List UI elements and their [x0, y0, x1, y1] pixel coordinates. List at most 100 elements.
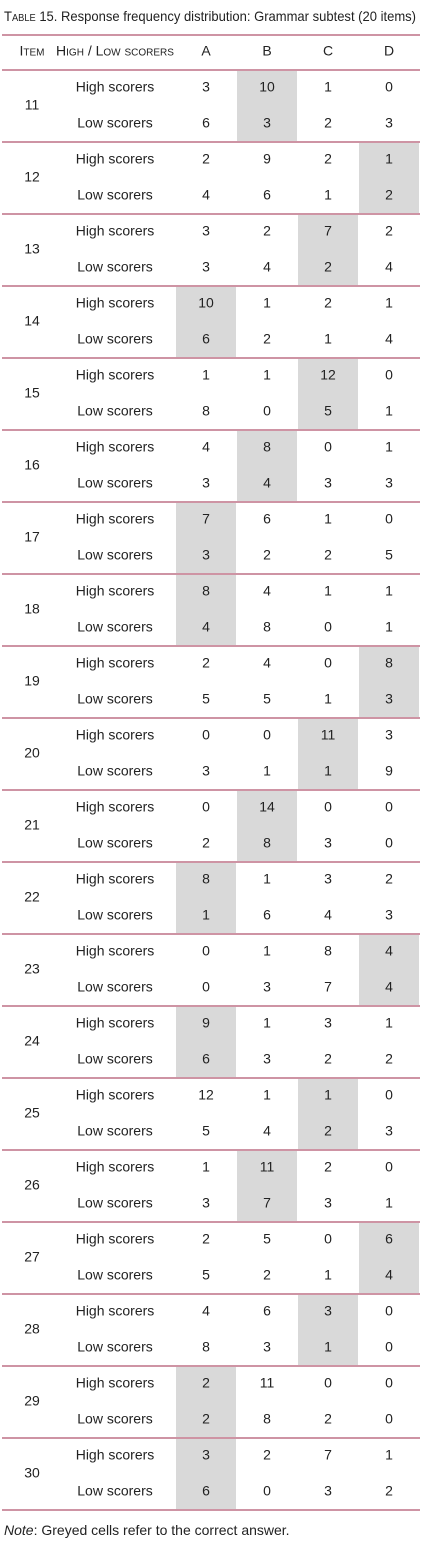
- count-cell: 3: [385, 727, 393, 743]
- correct-answer-shade: [176, 1367, 236, 1437]
- count-cell: 6: [202, 331, 210, 347]
- count-cell: 4: [385, 979, 393, 995]
- count-cell: 3: [202, 223, 210, 239]
- count-cell: 0: [385, 1159, 393, 1175]
- count-cell: 1: [385, 403, 393, 419]
- count-cell: 8: [263, 619, 271, 635]
- count-cell: 11: [260, 1375, 275, 1391]
- count-cell: 14: [259, 799, 275, 815]
- group-label: High scorers: [76, 1303, 155, 1319]
- count-cell: 0: [263, 727, 271, 743]
- count-cell: 2: [202, 1411, 210, 1427]
- group-label: Low scorers: [77, 1267, 152, 1283]
- count-cell: 3: [385, 691, 393, 707]
- count-cell: 1: [324, 1267, 332, 1283]
- correct-answer-shade: [298, 215, 358, 285]
- item-number: 30: [24, 1465, 40, 1481]
- table-note: Note: Greyed cells refer to the correct …: [4, 1522, 290, 1538]
- group-label: High scorers: [76, 367, 155, 383]
- column-header: B: [262, 43, 271, 59]
- group-label: High scorers: [76, 1159, 155, 1175]
- count-cell: 8: [202, 583, 210, 599]
- correct-answer-shade: [176, 575, 236, 645]
- count-cell: 0: [202, 943, 210, 959]
- column-header: D: [384, 43, 394, 59]
- count-cell: 6: [263, 1303, 271, 1319]
- count-cell: 0: [324, 1231, 332, 1247]
- count-cell: 3: [263, 115, 271, 131]
- column-header: High / Low scorers: [56, 43, 174, 59]
- count-cell: 8: [324, 943, 332, 959]
- note-label: Note: [4, 1522, 34, 1538]
- count-cell: 7: [202, 511, 210, 527]
- count-cell: 2: [324, 1159, 332, 1175]
- item-number: 17: [24, 529, 40, 545]
- count-cell: 1: [385, 1195, 393, 1211]
- correct-answer-shade: [298, 719, 358, 789]
- count-cell: 6: [263, 907, 271, 923]
- count-cell: 5: [202, 1267, 210, 1283]
- correct-answer-shade: [176, 863, 236, 933]
- count-cell: 4: [263, 1123, 271, 1139]
- count-cell: 0: [202, 727, 210, 743]
- count-cell: 1: [385, 583, 393, 599]
- item-number: 19: [24, 673, 40, 689]
- count-cell: 3: [202, 1447, 210, 1463]
- count-cell: 3: [263, 1051, 271, 1067]
- count-cell: 1: [263, 763, 271, 779]
- group-label: High scorers: [76, 439, 155, 455]
- count-cell: 2: [324, 295, 332, 311]
- correct-answer-shade: [298, 1295, 358, 1365]
- item-number: 15: [24, 385, 40, 401]
- count-cell: 6: [263, 511, 271, 527]
- count-cell: 3: [385, 907, 393, 923]
- count-cell: 3: [263, 1339, 271, 1355]
- item-number: 27: [24, 1249, 40, 1265]
- item-number: 23: [24, 961, 40, 977]
- group-label: Low scorers: [77, 1483, 152, 1499]
- count-cell: 1: [263, 871, 271, 887]
- count-cell: 5: [202, 1123, 210, 1139]
- correct-answer-shade: [237, 431, 297, 501]
- count-cell: 4: [202, 187, 210, 203]
- count-cell: 4: [324, 907, 332, 923]
- count-cell: 1: [324, 691, 332, 707]
- count-cell: 2: [202, 1231, 210, 1247]
- count-cell: 0: [324, 619, 332, 635]
- count-cell: 2: [263, 1267, 271, 1283]
- count-cell: 7: [324, 223, 332, 239]
- count-cell: 2: [202, 1375, 210, 1391]
- note-text: : Greyed cells refer to the correct answ…: [34, 1522, 290, 1538]
- count-cell: 0: [324, 799, 332, 815]
- group-label: High scorers: [76, 295, 155, 311]
- count-cell: 0: [385, 1303, 393, 1319]
- group-label: Low scorers: [77, 259, 152, 275]
- group-label: High scorers: [76, 871, 155, 887]
- count-cell: 2: [324, 259, 332, 275]
- group-label: Low scorers: [77, 979, 152, 995]
- title-label: Table 15.: [4, 8, 57, 24]
- group-label: Low scorers: [77, 1411, 152, 1427]
- item-number: 20: [24, 745, 40, 761]
- column-header: C: [323, 43, 333, 59]
- item-number: 25: [24, 1105, 40, 1121]
- count-cell: 4: [263, 655, 271, 671]
- correct-answer-shade: [176, 503, 236, 573]
- count-cell: 5: [385, 547, 393, 563]
- count-cell: 1: [324, 1087, 332, 1103]
- group-label: High scorers: [76, 583, 155, 599]
- count-cell: 4: [263, 259, 271, 275]
- item-number: 29: [24, 1393, 40, 1409]
- count-cell: 8: [263, 1411, 271, 1427]
- count-cell: 6: [202, 1483, 210, 1499]
- count-cell: 0: [385, 1375, 393, 1391]
- item-number: 21: [24, 817, 40, 833]
- count-cell: 1: [324, 763, 332, 779]
- count-cell: 5: [263, 1231, 271, 1247]
- count-cell: 2: [385, 187, 393, 203]
- count-cell: 11: [260, 1159, 275, 1175]
- count-cell: 4: [202, 439, 210, 455]
- count-cell: 3: [202, 259, 210, 275]
- count-cell: 0: [385, 511, 393, 527]
